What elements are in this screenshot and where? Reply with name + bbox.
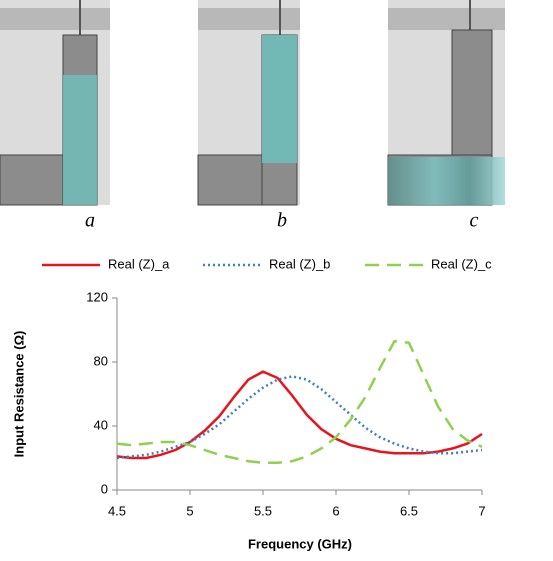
x-tick-label: 5.5: [254, 503, 272, 518]
panel-c: [388, 0, 505, 205]
y-axis-title: Input Resistance (Ω): [11, 331, 26, 458]
figure: a b c Frequency (GHz) Input Resistance (…: [0, 0, 553, 556]
legend-label: Real (Z)_a: [108, 256, 170, 271]
y-tick-label: 80: [94, 353, 108, 368]
legend-label: Real (Z)_c: [431, 256, 492, 271]
legend-label: Real (Z)_b: [269, 256, 330, 271]
x-tick-label: 4.5: [108, 503, 126, 518]
x-tick-label: 5: [186, 503, 193, 518]
x-tick-label: 7: [478, 503, 485, 518]
y-tick-label: 0: [101, 481, 108, 496]
panel-a: [0, 0, 110, 205]
panel-label: b: [277, 210, 287, 232]
series-line: [117, 341, 482, 463]
x-axis-title: Frequency (GHz): [248, 536, 352, 551]
panel-label: a: [85, 210, 95, 232]
x-tick-label: 6: [332, 503, 339, 518]
y-tick-label: 40: [94, 417, 108, 432]
panel-b: [198, 0, 300, 205]
x-tick-label: 6.5: [400, 503, 418, 518]
series-line: [117, 376, 482, 458]
y-tick-label: 120: [86, 289, 108, 304]
panel-label: c: [470, 210, 479, 232]
